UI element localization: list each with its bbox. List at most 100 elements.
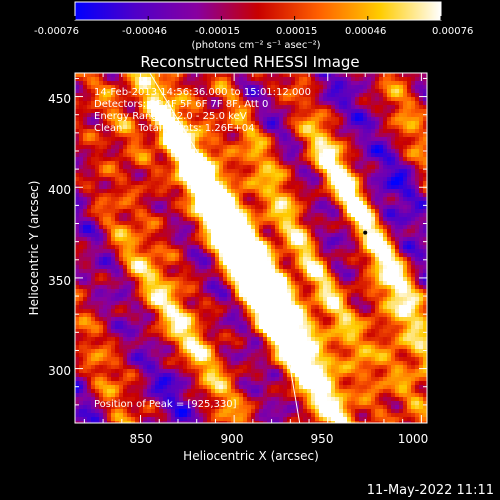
heatmap-cell [207, 413, 211, 417]
heatmap-cell [219, 389, 223, 393]
heatmap-cell [191, 241, 195, 245]
heatmap-cell [131, 205, 135, 209]
heatmap-cell [255, 321, 259, 325]
heatmap-cell [167, 193, 171, 197]
heatmap-cell [235, 409, 239, 413]
heatmap-cell [143, 337, 147, 341]
heatmap-cell [119, 225, 123, 229]
heatmap-cell [119, 253, 123, 257]
heatmap-cell [203, 349, 207, 353]
heatmap-cell [183, 169, 187, 173]
heatmap-cell [267, 317, 271, 321]
heatmap-cell [191, 381, 195, 385]
heatmap-cell [287, 165, 291, 169]
heatmap-cell [119, 165, 123, 169]
heatmap-cell [115, 417, 119, 421]
heatmap-cell [235, 317, 239, 321]
heatmap-cell [231, 141, 235, 145]
heatmap-cell [75, 317, 79, 321]
heatmap-cell [191, 249, 195, 253]
heatmap-cell [155, 177, 159, 181]
heatmap-cell [243, 169, 247, 173]
heatmap-cell [111, 141, 115, 145]
heatmap-cell [219, 229, 223, 233]
heatmap-cell [155, 221, 159, 225]
heatmap-cell [79, 277, 83, 281]
heatmap-cell [99, 133, 103, 137]
heatmap-cell [155, 165, 159, 169]
heatmap-cell [191, 349, 195, 353]
heatmap-cell [119, 169, 123, 173]
heatmap-cell [171, 161, 175, 165]
heatmap-cell [247, 289, 251, 293]
heatmap-cell [103, 297, 107, 301]
heatmap-cell [151, 125, 155, 129]
heatmap-cell [235, 141, 239, 145]
heatmap-cell [283, 197, 287, 201]
heatmap-cell [299, 137, 303, 141]
heatmap-cell [191, 353, 195, 357]
heatmap-cell [275, 149, 279, 153]
heatmap-cell [83, 269, 87, 273]
heatmap-cell [195, 213, 199, 217]
heatmap-cell [247, 285, 251, 289]
heatmap-cell [131, 173, 135, 177]
heatmap-cell [183, 125, 187, 129]
heatmap-cell [295, 413, 299, 417]
heatmap-cell [291, 297, 295, 301]
heatmap-cell [79, 289, 83, 293]
heatmap-cell [87, 389, 91, 393]
heatmap-cell [231, 321, 235, 325]
heatmap-cell [167, 249, 171, 253]
heatmap-cell [255, 393, 259, 397]
heatmap-cell [279, 149, 283, 153]
heatmap-cell [183, 281, 187, 285]
heatmap-cell [239, 241, 243, 245]
heatmap-cell [135, 361, 139, 365]
heatmap-cell [191, 405, 195, 409]
heatmap-cell [163, 301, 167, 305]
heatmap-cell [235, 421, 239, 423]
heatmap-cell [175, 269, 179, 273]
heatmap-cell [283, 153, 287, 157]
heatmap-cell [183, 181, 187, 185]
heatmap-cell [135, 105, 139, 109]
heatmap-cell [227, 257, 231, 261]
heatmap-cell [231, 289, 235, 293]
heatmap-cell [187, 273, 191, 277]
heatmap-cell [247, 321, 251, 325]
heatmap-cell [291, 321, 295, 325]
heatmap-cell [79, 349, 83, 353]
heatmap-cell [219, 173, 223, 177]
heatmap-cell [211, 117, 215, 121]
heatmap-cell [163, 337, 167, 341]
heatmap-cell [195, 309, 199, 313]
heatmap-cell [119, 309, 123, 313]
heatmap-cell [151, 113, 155, 117]
heatmap-cell [115, 93, 119, 97]
heatmap-cell [215, 125, 219, 129]
heatmap-cell [143, 413, 147, 417]
heatmap-cell [215, 333, 219, 337]
heatmap-cell [75, 137, 79, 141]
heatmap-cell [163, 421, 167, 423]
heatmap-cell [187, 117, 191, 121]
heatmap-cell [255, 157, 259, 161]
heatmap-cell [255, 137, 259, 141]
heatmap-cell [127, 233, 131, 237]
heatmap-cell [91, 193, 95, 197]
heatmap-cell [291, 377, 295, 381]
heatmap-cell [103, 125, 107, 129]
heatmap-cell [91, 225, 95, 229]
heatmap-cell [279, 329, 283, 333]
heatmap-cell [247, 153, 251, 157]
heatmap-cell [291, 217, 295, 221]
heatmap-cell [123, 121, 127, 125]
heatmap-cell [103, 373, 107, 377]
heatmap-cell [179, 177, 183, 181]
heatmap-cell [143, 329, 147, 333]
heatmap-cell [231, 169, 235, 173]
heatmap-cell [171, 145, 175, 149]
heatmap-cell [123, 129, 127, 133]
heatmap-cell [131, 101, 135, 105]
